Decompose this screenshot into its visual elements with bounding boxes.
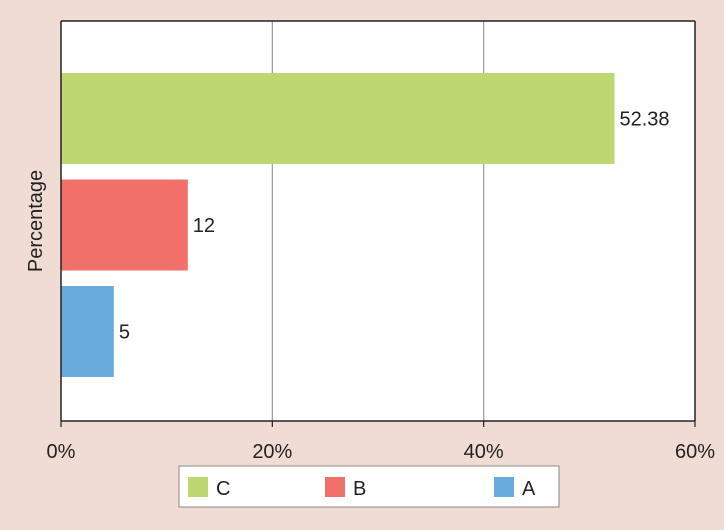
- legend-swatch-b: [325, 477, 345, 497]
- x-tick-label: 0%: [47, 441, 76, 463]
- legend-label-a: A: [522, 478, 536, 500]
- data-labels: 52.38 12 5: [119, 109, 670, 344]
- data-label-a: 5: [119, 322, 130, 344]
- data-label-b: 12: [193, 215, 215, 237]
- bar-a: [61, 286, 114, 377]
- bars: [61, 73, 615, 377]
- data-label-c: 52.38: [619, 109, 669, 131]
- bar-b: [61, 179, 188, 271]
- y-axis-label: Percentage: [25, 170, 47, 272]
- axes: [60, 20, 696, 422]
- legend-swatch-a: [494, 477, 514, 497]
- x-tick-labels: 0% 20% 40% 60%: [47, 421, 715, 463]
- x-tick-label: 40%: [464, 441, 504, 463]
- bar-c: [61, 73, 615, 164]
- x-tick-label: 20%: [252, 441, 292, 463]
- legend-swatch-c: [188, 477, 208, 497]
- x-tick-label: 60%: [675, 441, 715, 463]
- legend-label-c: C: [216, 478, 230, 500]
- legend-label-b: B: [353, 478, 366, 500]
